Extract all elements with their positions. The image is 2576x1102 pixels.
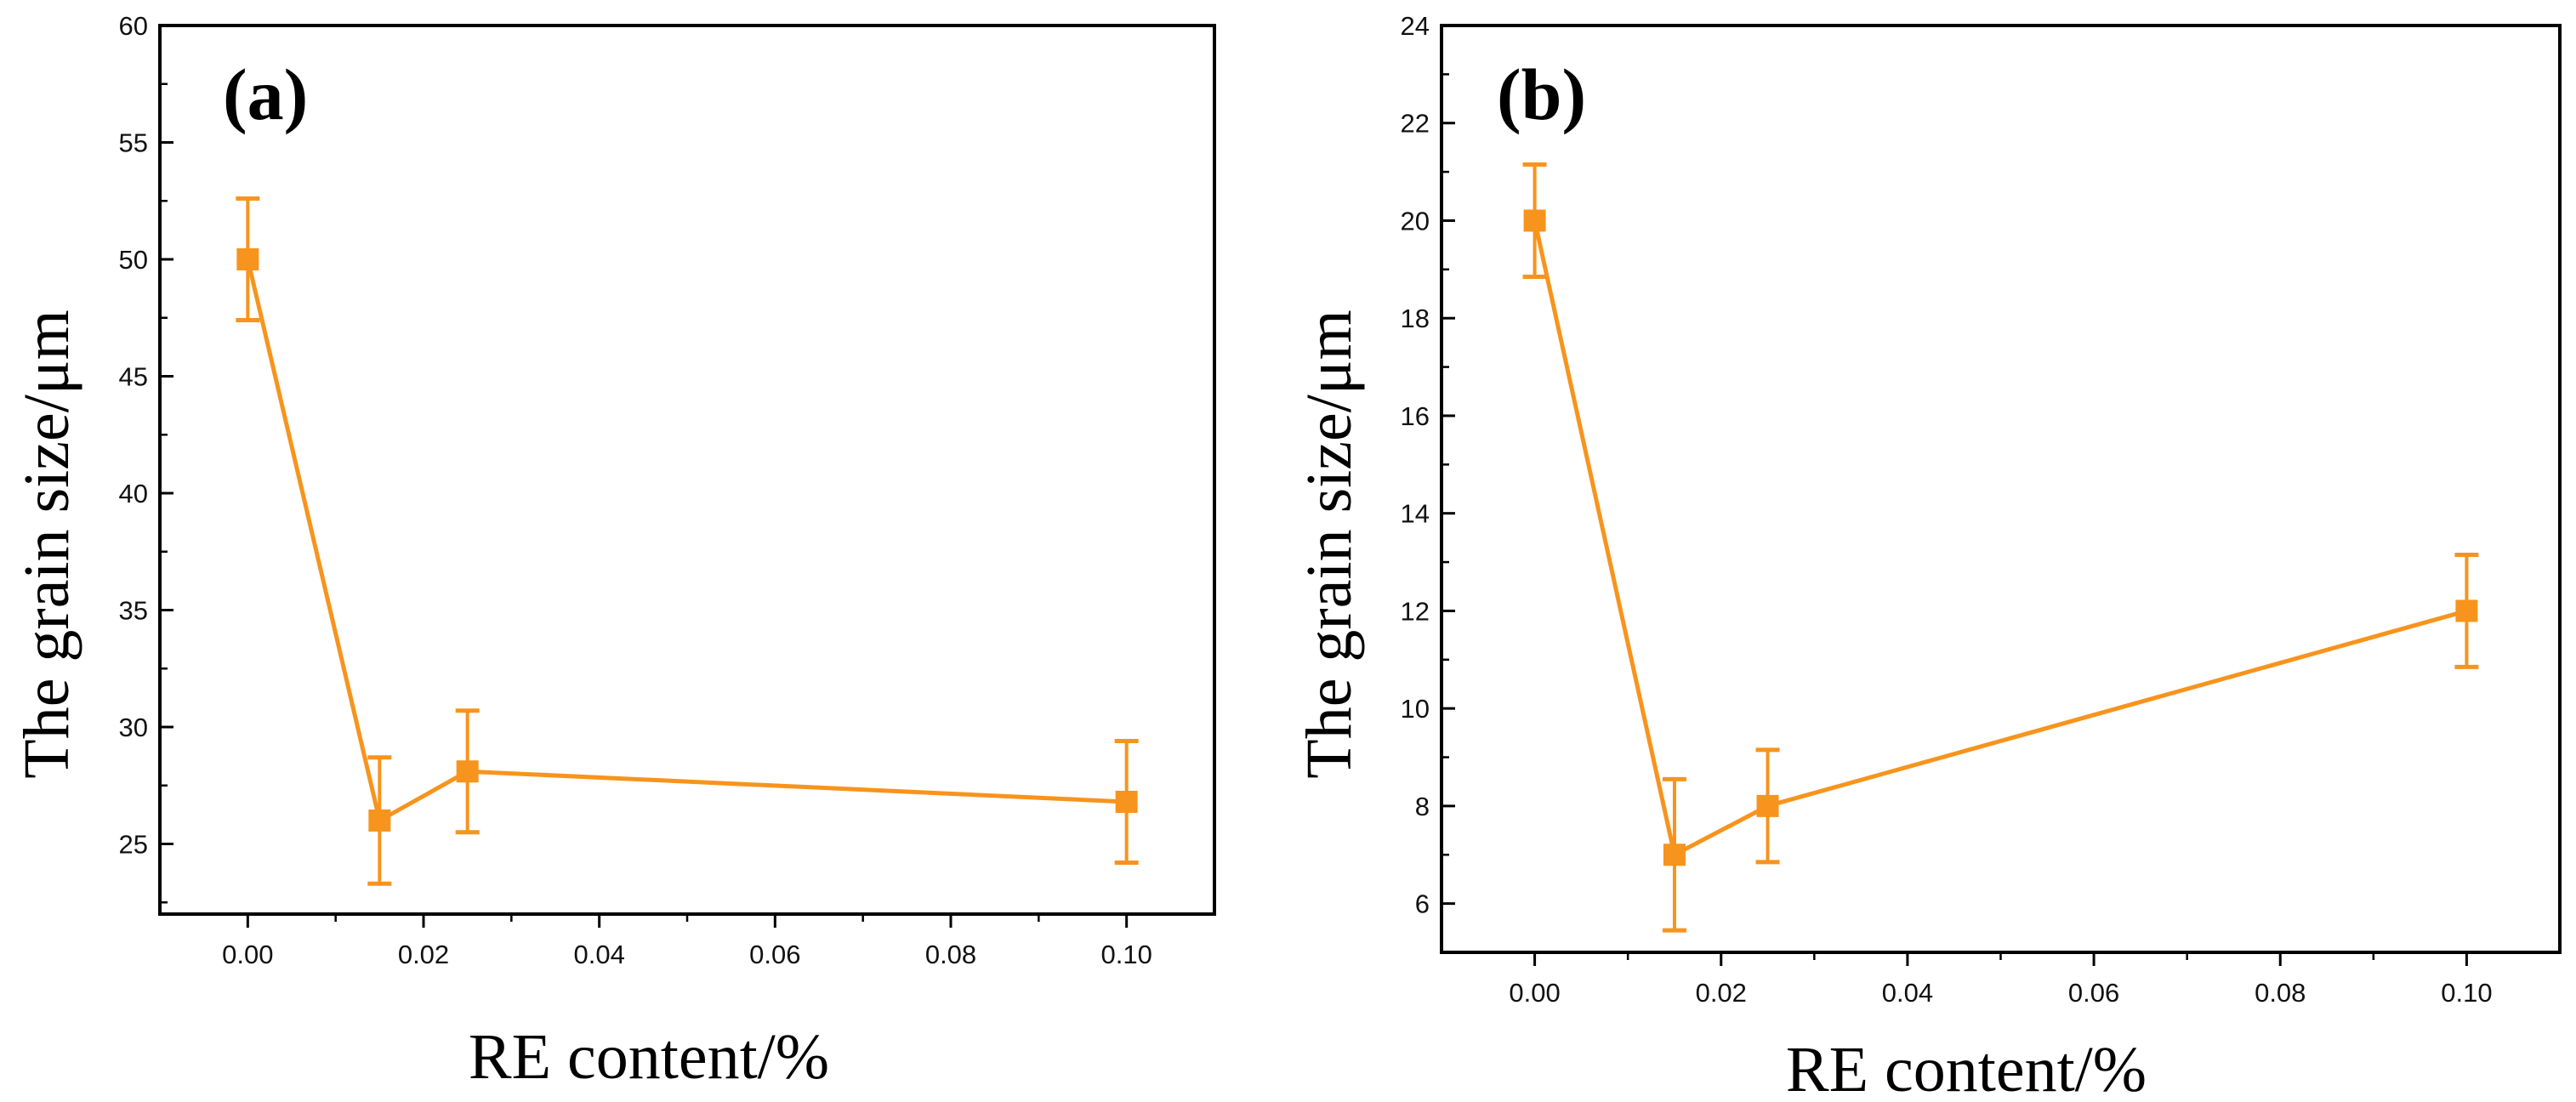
- y-tick-label-a-3: 40: [119, 479, 148, 508]
- y-tick-label-b-6: 18: [1401, 304, 1430, 333]
- y-tick-label-b-3: 12: [1401, 596, 1430, 626]
- y-axis-a: 25 30 35 40 45 50 55 60: [119, 11, 173, 904]
- data-point-a-2: [456, 760, 479, 783]
- x-axis-a: 0.00 0.02 0.04 0.06 0.08 0.10: [222, 914, 1152, 969]
- x-tick-label-b-0: 0.00: [1509, 978, 1560, 1008]
- panel-label-b: (b): [1497, 54, 1586, 135]
- data-point-b-2: [1756, 794, 1779, 817]
- y-tick-label-a-4: 45: [119, 362, 148, 392]
- y-tick-label-b-4: 14: [1401, 499, 1430, 529]
- x-tick-label-a-5: 0.10: [1100, 940, 1152, 969]
- series-line-a-0: [245, 258, 1127, 824]
- data-point-a-0: [236, 248, 259, 270]
- x-tick-label-a-1: 0.02: [398, 940, 449, 969]
- series-group-b: [1522, 162, 2479, 933]
- y-tick-label-a-2: 35: [119, 596, 148, 626]
- y-tick-label-a-1: 30: [119, 713, 148, 742]
- y-tick-label-a-0: 25: [119, 830, 148, 860]
- x-tick-label-a-0: 0.00: [222, 940, 273, 969]
- x-axis-title-a: RE content/%: [469, 1021, 829, 1093]
- series-line-b-0: [1533, 219, 2468, 858]
- data-point-a-3: [1115, 791, 1138, 813]
- y-tick-label-b-0: 6: [1415, 889, 1430, 919]
- y-tick-label-a-5: 50: [119, 245, 148, 275]
- data-point-b-1: [1663, 844, 1686, 866]
- x-tick-label-a-2: 0.04: [573, 940, 624, 969]
- panel-label-a: (a): [223, 54, 308, 135]
- y-tick-label-b-2: 10: [1401, 694, 1430, 724]
- x-tick-label-a-4: 0.08: [925, 940, 976, 969]
- y-axis-b: 6 8 10 12 14 16 18 20 22 24: [1401, 11, 1455, 919]
- plot-frame-b: [1440, 24, 2562, 954]
- x-axis-title-b: RE content/%: [1786, 1034, 2147, 1102]
- y-tick-label-a-6: 55: [119, 128, 148, 158]
- y-axis-title-b: The grain size/μm: [1294, 310, 1365, 778]
- x-tick-label-b-1: 0.02: [1696, 978, 1747, 1008]
- y-axis-title-a: The grain size/μm: [11, 310, 82, 778]
- y-tick-label-b-7: 20: [1401, 206, 1430, 236]
- x-tick-label-b-4: 0.08: [2255, 978, 2306, 1008]
- y-tick-label-b-1: 8: [1415, 792, 1430, 821]
- series-group-a: [236, 196, 1139, 886]
- x-tick-label-b-3: 0.06: [2068, 978, 2119, 1008]
- data-point-b-3: [2455, 599, 2478, 622]
- x-tick-label-a-3: 0.06: [749, 940, 800, 969]
- x-tick-label-b-5: 0.10: [2441, 978, 2492, 1008]
- x-axis-b: 0.00 0.02 0.04 0.06 0.08 0.10: [1509, 952, 2493, 1008]
- y-tick-label-b-8: 22: [1401, 109, 1430, 139]
- y-tick-label-b-9: 24: [1401, 11, 1430, 41]
- x-tick-label-b-2: 0.04: [1882, 978, 1933, 1008]
- y-tick-label-a-7: 60: [119, 11, 148, 41]
- data-point-b-0: [1523, 209, 1546, 232]
- chart-panel-a: 25 30 35 40 45 50 55 60 0.00 0.02 0.04 0.06 0.08 0.1…: [11, 11, 1216, 1093]
- data-point-a-1: [368, 809, 391, 832]
- y-tick-label-b-5: 16: [1401, 401, 1430, 431]
